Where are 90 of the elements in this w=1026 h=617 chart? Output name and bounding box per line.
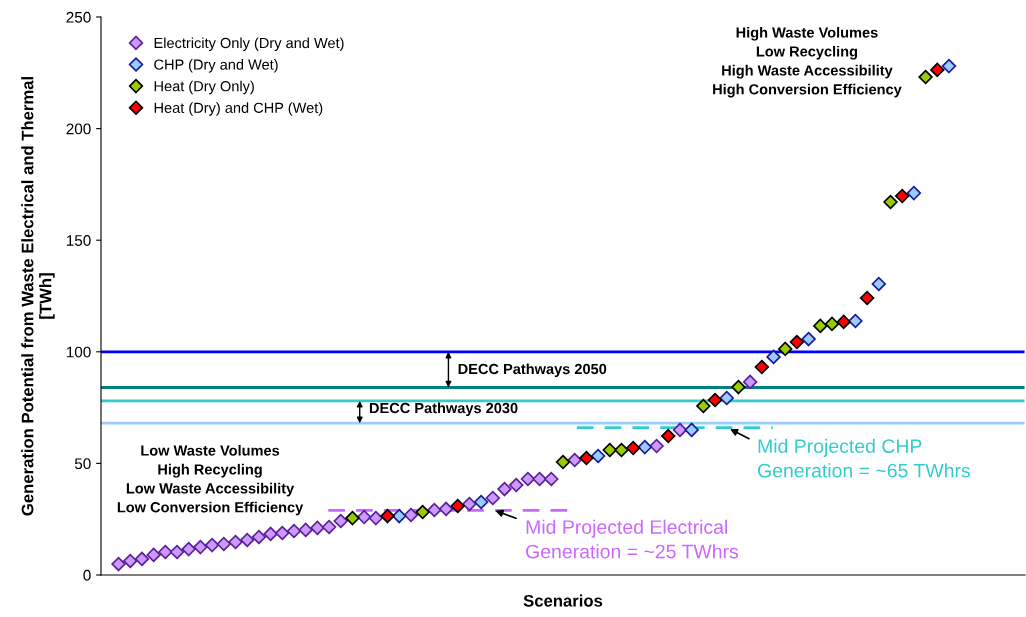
point bbox=[345, 510, 360, 526]
legend-label: Heat (Dry Only) bbox=[154, 80, 254, 95]
point bbox=[894, 188, 910, 204]
point bbox=[941, 58, 957, 74]
point bbox=[204, 537, 220, 553]
point bbox=[625, 440, 641, 456]
y-axis-title: Generation Potential from Waste Electrical and Thermal [TWh] bbox=[21, 77, 55, 516]
point bbox=[848, 313, 863, 329]
point bbox=[614, 442, 629, 458]
point bbox=[251, 529, 267, 545]
point bbox=[801, 331, 816, 347]
point bbox=[684, 422, 699, 438]
point bbox=[696, 398, 711, 414]
y-tick-label: 200 bbox=[66, 123, 91, 135]
point bbox=[438, 501, 454, 517]
point bbox=[485, 490, 501, 506]
point bbox=[263, 526, 278, 542]
point bbox=[169, 544, 185, 560]
point bbox=[789, 334, 805, 350]
point bbox=[275, 525, 290, 541]
point bbox=[403, 507, 419, 523]
point bbox=[427, 502, 442, 518]
point bbox=[450, 498, 465, 514]
point bbox=[883, 194, 898, 210]
legend-label: CHP (Dry and Wet) bbox=[154, 59, 278, 73]
point bbox=[707, 392, 723, 408]
point bbox=[579, 450, 594, 466]
point bbox=[181, 541, 196, 557]
x-axis-title: Scenarios bbox=[523, 594, 603, 607]
y-tick-label: 100 bbox=[66, 346, 91, 358]
point bbox=[392, 508, 407, 524]
point bbox=[836, 314, 851, 330]
point bbox=[602, 442, 618, 458]
legend-label: Heat (Dry) and CHP (Wet) bbox=[154, 102, 323, 116]
point bbox=[544, 471, 559, 487]
point bbox=[462, 496, 477, 512]
point bbox=[286, 523, 302, 539]
point bbox=[520, 471, 536, 487]
point bbox=[754, 359, 770, 375]
point bbox=[497, 481, 512, 497]
point bbox=[333, 513, 348, 529]
point bbox=[567, 452, 582, 468]
point bbox=[930, 62, 945, 78]
point bbox=[111, 556, 126, 572]
annotation: DECC Pathways 2050 bbox=[458, 363, 607, 378]
ref-line-label: Mid Projected CHP Generation = ~65 TWhrs bbox=[758, 438, 970, 478]
point bbox=[134, 551, 150, 567]
point bbox=[649, 438, 664, 454]
point bbox=[824, 316, 840, 332]
ref-line-label: Mid Projected Electrical Generation = ~25 TWhrs bbox=[526, 519, 739, 559]
point bbox=[123, 553, 138, 569]
y-tick-label: 50 bbox=[74, 458, 91, 470]
y-tick-label: 150 bbox=[66, 235, 91, 246]
point bbox=[813, 318, 828, 334]
annotation: DECC Pathways 2030 bbox=[369, 402, 518, 417]
point bbox=[228, 534, 243, 550]
annotation: Low Waste Volumes High Recycling Low Waste Accessibility Low Conversion Efficiency bbox=[117, 444, 304, 516]
annotation: High Waste Volumes Low Recycling High Waste Accessibility High Conversion Efficiency bbox=[713, 26, 902, 98]
point bbox=[508, 477, 524, 493]
point bbox=[871, 276, 887, 292]
point bbox=[239, 532, 255, 548]
point bbox=[906, 185, 922, 201]
point bbox=[661, 428, 676, 444]
point bbox=[918, 69, 933, 85]
point bbox=[193, 539, 208, 555]
legend-label: Electricity Only (Dry and Wet) bbox=[154, 37, 344, 52]
point bbox=[298, 522, 313, 538]
point bbox=[415, 504, 430, 520]
point bbox=[731, 379, 746, 395]
y-tick-label: 250 bbox=[66, 11, 91, 23]
point bbox=[778, 341, 793, 357]
point bbox=[473, 494, 489, 510]
point bbox=[368, 510, 384, 526]
point bbox=[859, 290, 875, 306]
point bbox=[532, 471, 547, 487]
point bbox=[310, 520, 325, 536]
point bbox=[158, 544, 173, 560]
point bbox=[742, 374, 758, 390]
point bbox=[555, 454, 571, 470]
point bbox=[321, 519, 337, 535]
point bbox=[637, 439, 653, 455]
point bbox=[146, 547, 161, 563]
point bbox=[719, 390, 734, 406]
point bbox=[590, 448, 606, 464]
point bbox=[672, 422, 688, 438]
point bbox=[356, 509, 372, 525]
point bbox=[380, 508, 395, 524]
y-tick-label: 0 bbox=[83, 569, 91, 581]
point bbox=[216, 536, 232, 552]
point bbox=[766, 349, 781, 365]
